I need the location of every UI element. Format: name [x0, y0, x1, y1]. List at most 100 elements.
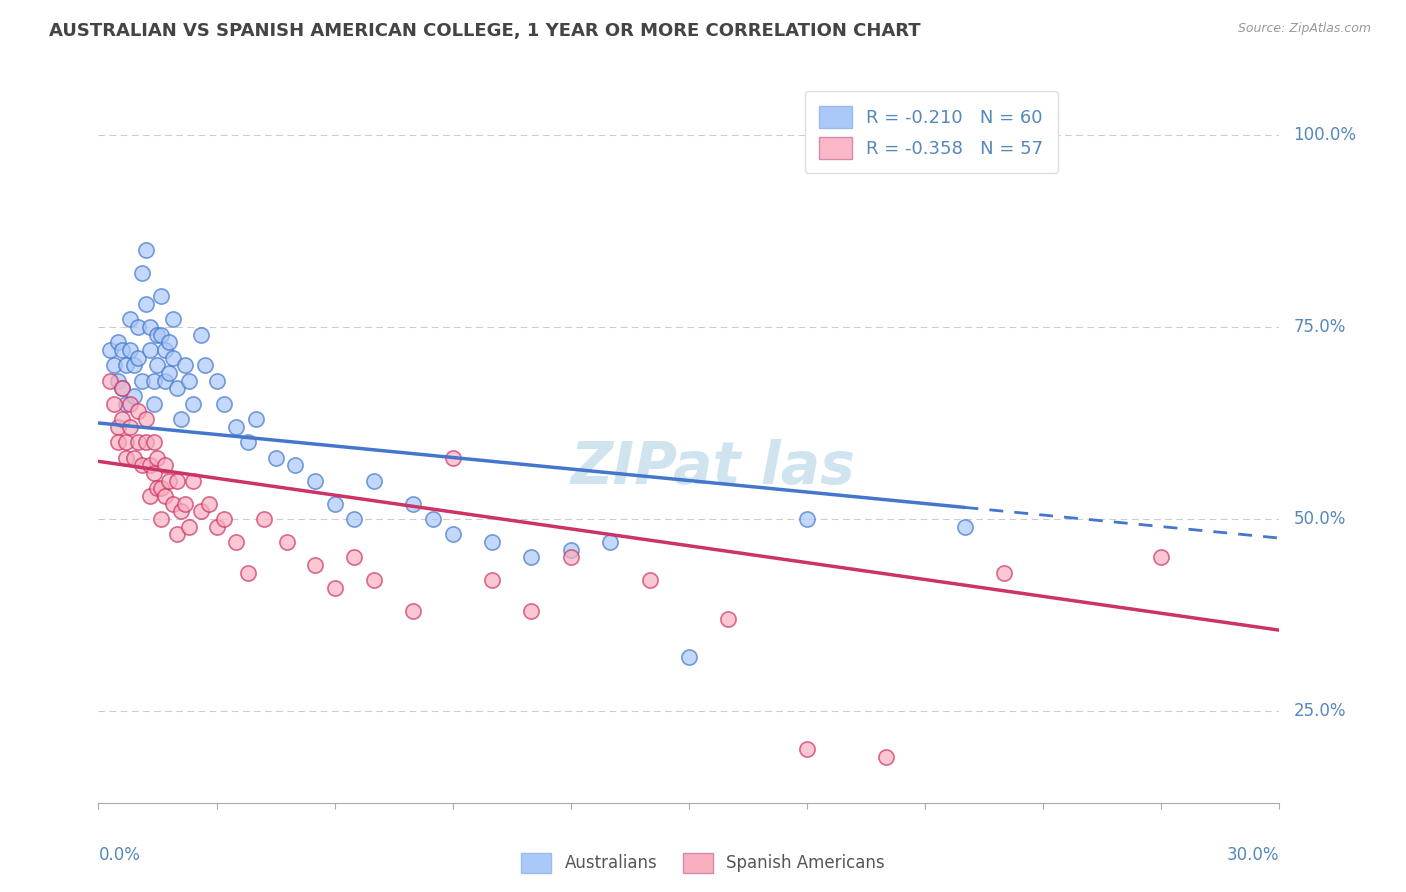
- Point: [127, 404, 149, 418]
- Point: [162, 497, 184, 511]
- Point: [146, 481, 169, 495]
- Point: [138, 320, 160, 334]
- Point: [107, 419, 129, 434]
- Point: [190, 504, 212, 518]
- Point: [155, 458, 177, 473]
- Point: [214, 397, 236, 411]
- Point: [170, 504, 193, 518]
- Point: [157, 474, 180, 488]
- Point: [205, 519, 228, 533]
- Point: [142, 374, 165, 388]
- Point: [481, 535, 503, 549]
- Point: [181, 397, 204, 411]
- Point: [166, 474, 188, 488]
- Point: [135, 435, 157, 450]
- Point: [422, 512, 444, 526]
- Point: [170, 412, 193, 426]
- Point: [127, 320, 149, 334]
- Point: [150, 327, 173, 342]
- Point: [118, 397, 141, 411]
- Text: AUSTRALIAN VS SPANISH AMERICAN COLLEGE, 1 YEAR OR MORE CORRELATION CHART: AUSTRALIAN VS SPANISH AMERICAN COLLEGE, …: [49, 22, 921, 40]
- Point: [118, 419, 141, 434]
- Point: [599, 535, 621, 549]
- Point: [142, 397, 165, 411]
- Point: [107, 374, 129, 388]
- Point: [441, 450, 464, 465]
- Point: [520, 550, 543, 565]
- Text: 100.0%: 100.0%: [1294, 127, 1357, 145]
- Point: [155, 374, 177, 388]
- Point: [284, 458, 307, 473]
- Point: [304, 558, 326, 572]
- Point: [138, 458, 160, 473]
- Point: [127, 435, 149, 450]
- Point: [993, 566, 1015, 580]
- Point: [122, 389, 145, 403]
- Point: [103, 397, 125, 411]
- Point: [481, 574, 503, 588]
- Point: [174, 497, 197, 511]
- Point: [118, 312, 141, 326]
- Point: [146, 450, 169, 465]
- Point: [142, 466, 165, 480]
- Point: [205, 374, 228, 388]
- Point: [150, 481, 173, 495]
- Point: [115, 397, 138, 411]
- Point: [127, 351, 149, 365]
- Point: [111, 381, 134, 395]
- Point: [678, 650, 700, 665]
- Point: [174, 359, 197, 373]
- Point: [717, 612, 740, 626]
- Point: [253, 512, 276, 526]
- Point: [142, 435, 165, 450]
- Point: [363, 474, 385, 488]
- Point: [135, 297, 157, 311]
- Point: [162, 351, 184, 365]
- Point: [194, 359, 217, 373]
- Point: [146, 359, 169, 373]
- Point: [131, 374, 153, 388]
- Point: [107, 335, 129, 350]
- Point: [135, 412, 157, 426]
- Point: [115, 450, 138, 465]
- Point: [181, 474, 204, 488]
- Point: [111, 343, 134, 357]
- Point: [107, 435, 129, 450]
- Point: [157, 366, 180, 380]
- Point: [638, 574, 661, 588]
- Text: 30.0%: 30.0%: [1227, 846, 1279, 863]
- Point: [214, 512, 236, 526]
- Point: [138, 343, 160, 357]
- Point: [138, 489, 160, 503]
- Point: [98, 343, 121, 357]
- Point: [875, 749, 897, 764]
- Point: [166, 527, 188, 541]
- Point: [190, 327, 212, 342]
- Text: 0.0%: 0.0%: [98, 846, 141, 863]
- Point: [197, 497, 219, 511]
- Point: [157, 335, 180, 350]
- Point: [953, 519, 976, 533]
- Point: [146, 327, 169, 342]
- Text: 25.0%: 25.0%: [1294, 702, 1346, 720]
- Point: [131, 458, 153, 473]
- Point: [796, 512, 818, 526]
- Point: [177, 519, 200, 533]
- Point: [111, 381, 134, 395]
- Point: [343, 550, 366, 565]
- Legend: Australians, Spanish Americans: Australians, Spanish Americans: [515, 847, 891, 880]
- Point: [245, 412, 267, 426]
- Point: [343, 512, 366, 526]
- Point: [441, 527, 464, 541]
- Point: [276, 535, 298, 549]
- Point: [560, 550, 582, 565]
- Point: [103, 359, 125, 373]
- Point: [118, 343, 141, 357]
- Point: [236, 435, 259, 450]
- Point: [155, 343, 177, 357]
- Point: [323, 497, 346, 511]
- Point: [236, 566, 259, 580]
- Point: [162, 312, 184, 326]
- Point: [323, 581, 346, 595]
- Point: [131, 266, 153, 280]
